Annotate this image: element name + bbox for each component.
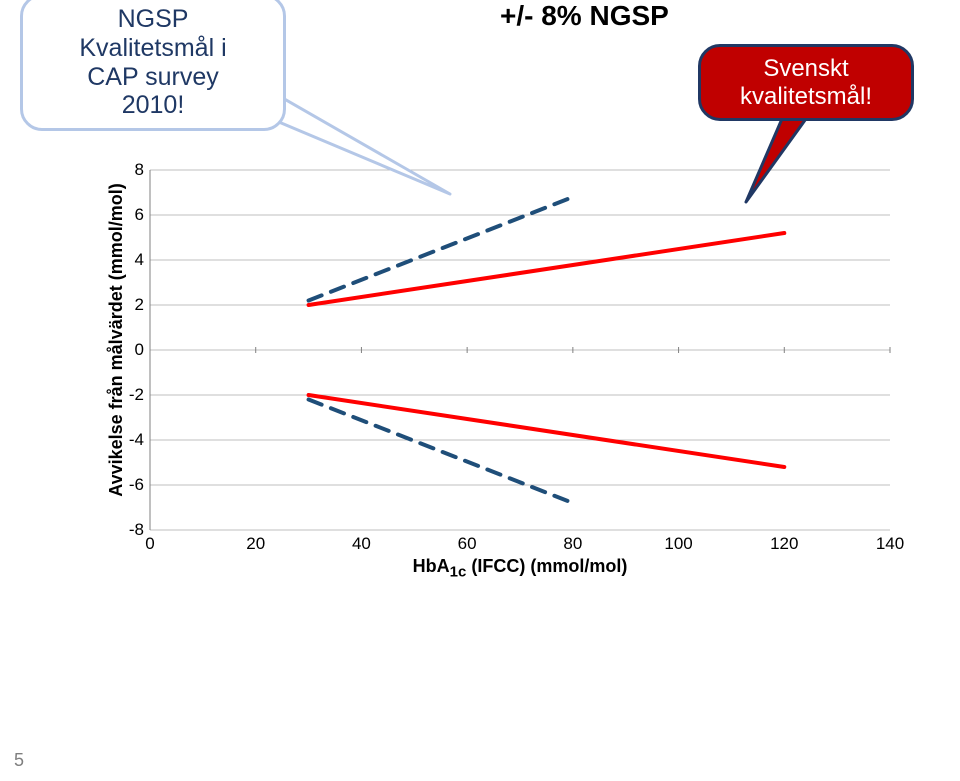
ngsp-percent-label: +/- 8% NGSP bbox=[500, 0, 669, 32]
x-tick: 40 bbox=[336, 534, 386, 554]
callout-svenskt: Svenskt kvalitetsmål! bbox=[698, 44, 914, 121]
x-tick: 60 bbox=[442, 534, 492, 554]
y-tick: 6 bbox=[110, 205, 144, 225]
x-tick: 80 bbox=[548, 534, 598, 554]
x-axis-label: HbA1c (IFCC) (mmol/mol) bbox=[150, 556, 890, 581]
x-tick: 0 bbox=[125, 534, 175, 554]
callout-right-line2: kvalitetsmål! bbox=[721, 83, 891, 111]
y-tick: 2 bbox=[110, 295, 144, 315]
x-tick: 20 bbox=[231, 534, 281, 554]
y-tick: -6 bbox=[110, 475, 144, 495]
y-tick: -2 bbox=[110, 385, 144, 405]
callout-left-line3: CAP survey bbox=[43, 63, 263, 92]
y-tick: 0 bbox=[110, 340, 144, 360]
x-tick: 100 bbox=[654, 534, 704, 554]
callout-right-line1: Svenskt bbox=[721, 55, 891, 83]
x-tick: 140 bbox=[865, 534, 915, 554]
x-tick: 120 bbox=[759, 534, 809, 554]
callout-left-line4: 2010! bbox=[43, 91, 263, 120]
y-tick: 4 bbox=[110, 250, 144, 270]
page-number: 5 bbox=[14, 750, 24, 771]
y-tick: 8 bbox=[110, 160, 144, 180]
callout-left-line2: Kvalitetsmål i bbox=[43, 34, 263, 63]
y-tick: -4 bbox=[110, 430, 144, 450]
callout-ngsp-cap: NGSP Kvalitetsmål i CAP survey 2010! bbox=[20, 0, 286, 131]
callout-left-line1: NGSP bbox=[43, 5, 263, 34]
